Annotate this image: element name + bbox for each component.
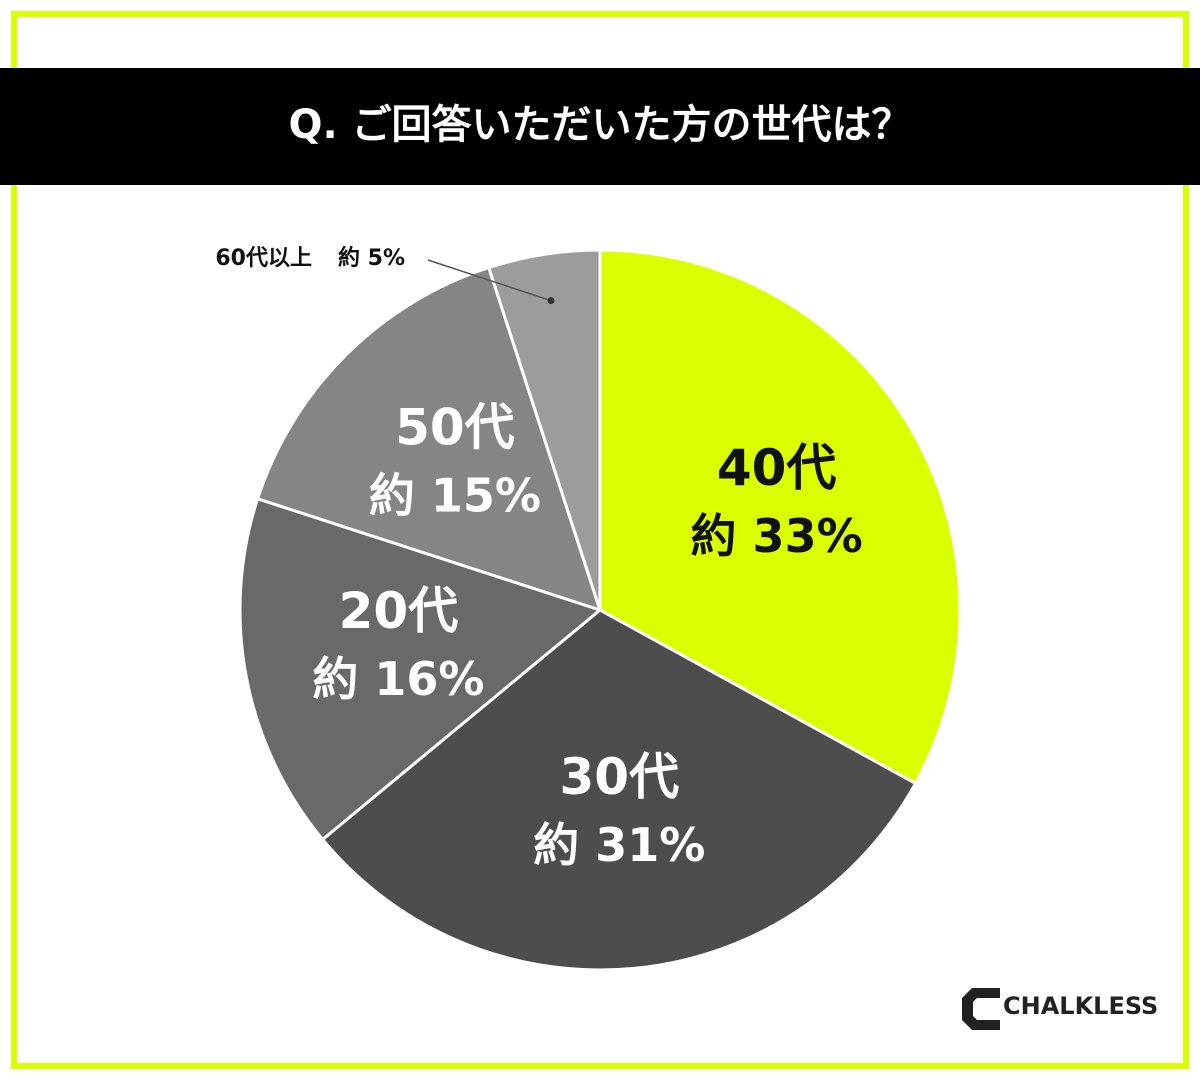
slice-category: 50代	[395, 398, 515, 456]
slice-value-label: 約 5%	[338, 245, 405, 271]
title-bar	[0, 68, 1200, 185]
slice-category: 30代	[560, 748, 680, 806]
slice-value-label: 約 15%	[369, 468, 541, 522]
slice-category: 20代	[339, 582, 459, 640]
slice-value-label: 約 33%	[691, 509, 863, 563]
leader-line	[427, 259, 552, 302]
pie-slice	[598, 248, 962, 786]
pie-slice	[238, 496, 604, 842]
slice-value-label: 約 16%	[312, 652, 484, 706]
slice-category: 40代	[717, 439, 837, 497]
logo-mark	[962, 988, 1000, 1030]
pie-slice	[255, 265, 603, 613]
brand-logo: CHALKLESS	[962, 988, 1158, 1030]
pie-slice	[320, 608, 918, 972]
chart-title: Q. ご回答いただいた方の世代は？	[288, 102, 911, 148]
pie-slice	[486, 248, 602, 611]
slice-category: 60代以上	[215, 246, 312, 271]
leader-dot	[547, 297, 555, 305]
slice-value-label: 約 31%	[533, 818, 705, 872]
frame	[11, 11, 1189, 1069]
brand-name: CHALKLESS	[1003, 992, 1158, 1020]
